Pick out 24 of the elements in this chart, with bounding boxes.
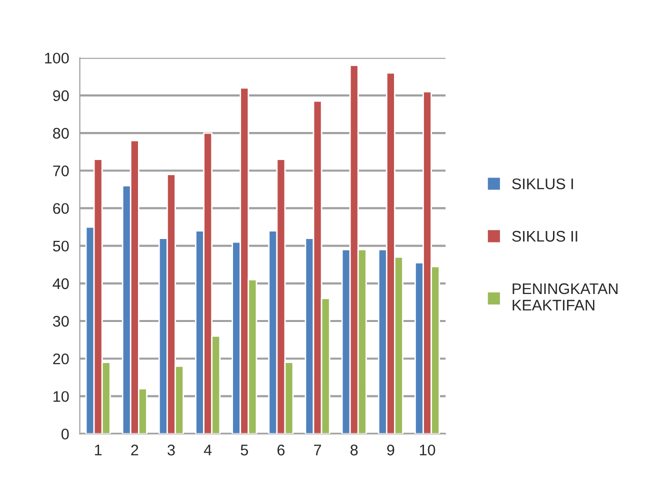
y-tick-label: 100: [45, 52, 69, 64]
y-tick-label: 20: [53, 353, 69, 364]
y-tick-label: 50: [53, 240, 69, 252]
y-tick-label: 80: [53, 128, 69, 139]
x-tick-label: 3: [168, 444, 175, 456]
y-tick-label: 30: [52, 316, 69, 327]
x-tick-label: 7: [314, 444, 322, 456]
x-tick-label: 9: [387, 444, 394, 456]
x-tick-label: 8: [350, 444, 358, 456]
legend-label: SIKLUS II: [512, 230, 578, 242]
x-tick-label: 6: [277, 444, 285, 456]
y-tick-label: 60: [53, 203, 69, 214]
x-tick-label: 2: [131, 444, 138, 456]
x-tick-label: 5: [240, 444, 248, 456]
y-tick-label: 40: [52, 278, 69, 290]
y-tick-label: 0: [61, 428, 69, 440]
legend-label: PENINGKATAN KEAKTIFAN: [512, 283, 618, 310]
x-tick-label: 1: [95, 444, 102, 456]
y-tick-label: 70: [53, 165, 69, 176]
y-tick-label: 10: [54, 391, 69, 402]
x-tick-label: 4: [204, 444, 212, 456]
x-tick-label: 10: [420, 444, 436, 456]
legend-label: SIKLUS I: [512, 178, 573, 190]
y-tick-label: 90: [53, 90, 69, 102]
